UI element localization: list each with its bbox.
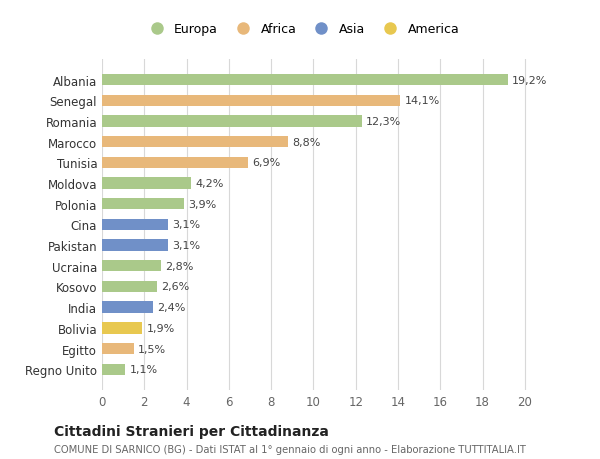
Bar (102, 364, 125, 375)
Bar (102, 261, 161, 272)
Text: 2,6%: 2,6% (161, 282, 190, 292)
Text: 12,3%: 12,3% (366, 117, 401, 127)
Text: COMUNE DI SARNICO (BG) - Dati ISTAT al 1° gennaio di ogni anno - Elaborazione TU: COMUNE DI SARNICO (BG) - Dati ISTAT al 1… (54, 444, 526, 454)
Bar (102, 240, 167, 251)
Text: 19,2%: 19,2% (512, 75, 548, 85)
Text: 1,5%: 1,5% (138, 344, 166, 354)
Text: 2,8%: 2,8% (166, 261, 194, 271)
Bar (102, 137, 288, 148)
Text: 4,2%: 4,2% (195, 179, 223, 189)
Bar (102, 302, 153, 313)
Bar (102, 116, 362, 127)
Text: 3,1%: 3,1% (172, 241, 200, 251)
Text: 1,1%: 1,1% (130, 364, 158, 375)
Bar (102, 157, 248, 168)
Bar (102, 281, 157, 292)
Bar (102, 95, 400, 106)
Text: 8,8%: 8,8% (292, 137, 320, 147)
Bar (102, 199, 184, 210)
Bar (102, 219, 167, 230)
Text: 14,1%: 14,1% (404, 96, 440, 106)
Bar (102, 323, 142, 334)
Bar (102, 343, 134, 354)
Text: 2,4%: 2,4% (157, 302, 185, 313)
Bar (102, 178, 191, 189)
Text: 3,1%: 3,1% (172, 220, 200, 230)
Legend: Europa, Africa, Asia, America: Europa, Africa, Asia, America (144, 23, 460, 36)
Text: 6,9%: 6,9% (252, 158, 280, 168)
Bar (102, 75, 508, 86)
Text: 1,9%: 1,9% (146, 323, 175, 333)
Text: Cittadini Stranieri per Cittadinanza: Cittadini Stranieri per Cittadinanza (54, 425, 329, 438)
Text: 3,9%: 3,9% (188, 199, 217, 209)
